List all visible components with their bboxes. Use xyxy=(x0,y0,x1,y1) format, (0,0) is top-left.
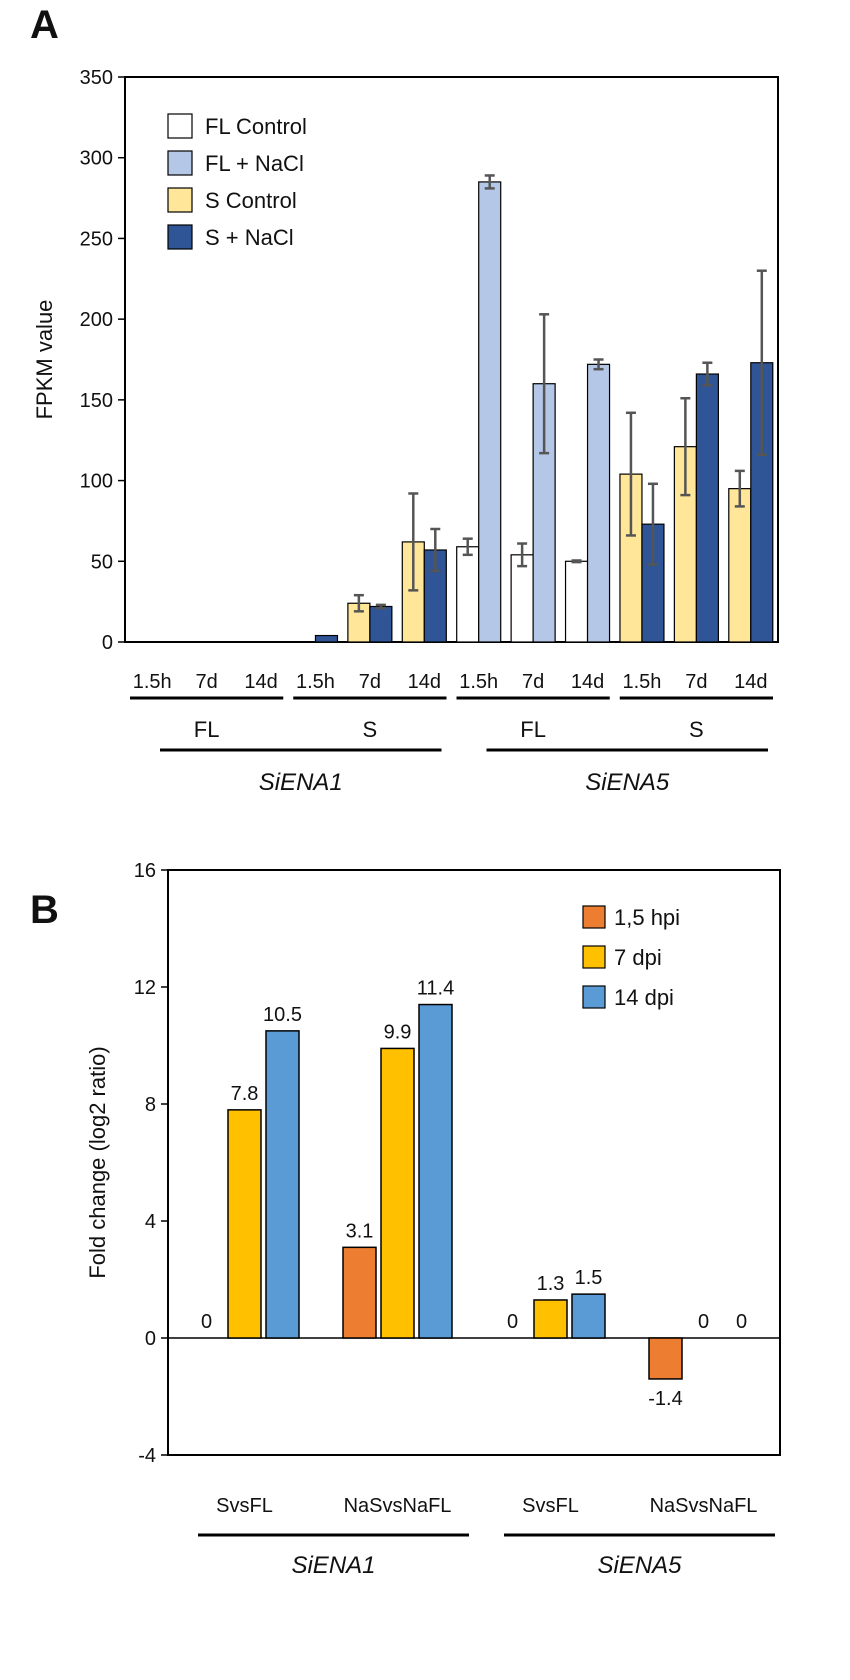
bar-a xyxy=(369,605,393,643)
legend-label-a: FL + NaCl xyxy=(205,151,304,176)
legend-label-a: FL Control xyxy=(205,114,307,139)
y-tick-label-a: 150 xyxy=(80,390,113,412)
x-category-label-a: 7d xyxy=(196,671,218,693)
data-label-b: 3.1 xyxy=(346,1220,374,1242)
data-label-b: 1.5 xyxy=(575,1267,603,1289)
bar-b xyxy=(533,1299,568,1339)
gene-label-b: SiENA5 xyxy=(597,1552,682,1579)
group-label-a: S xyxy=(363,717,378,742)
bar-a xyxy=(314,634,339,643)
x-category-label-b: NaSvsNaFL xyxy=(344,1495,452,1517)
x-category-label-a: 1.5h xyxy=(622,671,661,693)
bar-a xyxy=(510,554,534,643)
gene-label-a: SiENA5 xyxy=(585,769,670,796)
group-label-a: S xyxy=(689,717,704,742)
bar-b xyxy=(265,1030,300,1339)
plot-frame-a xyxy=(124,76,779,643)
bar-b xyxy=(227,1109,262,1339)
x-category-label-a: 7d xyxy=(359,671,381,693)
bar-a xyxy=(478,181,502,643)
legend-swatch-a xyxy=(167,113,193,139)
y-tick-label-a: 50 xyxy=(91,551,113,573)
data-label-b: 10.5 xyxy=(263,1004,302,1026)
y-tick-label-a: 350 xyxy=(80,67,113,89)
data-label-b: -1.4 xyxy=(648,1388,682,1410)
data-label-b: 0 xyxy=(736,1311,747,1333)
y-tick-label-b: 8 xyxy=(145,1094,156,1116)
chart-a: 0 50 100 150 200 250 300 350 FPKM value 1.5h 7d 14d… xyxy=(32,67,779,796)
legend-swatch-b xyxy=(582,985,606,1009)
panel-b-letter: B xyxy=(30,888,59,932)
legend-label-b: 1,5 hpi xyxy=(614,905,680,930)
legend-swatch-b xyxy=(582,945,606,969)
x-category-label-a: 1.5h xyxy=(296,671,335,693)
data-label-b: 1.3 xyxy=(537,1273,565,1295)
gene-label-a: SiENA1 xyxy=(259,769,343,796)
x-category-label-a: 1.5h xyxy=(459,671,498,693)
group-label-a: FL xyxy=(194,717,220,742)
y-tick-label-b: 4 xyxy=(145,1211,156,1233)
group-label-a: FL xyxy=(520,717,546,742)
data-label-b: 0 xyxy=(201,1311,212,1333)
data-label-b: 7.8 xyxy=(231,1083,259,1105)
y-tick-label-b: 12 xyxy=(134,977,156,999)
plot-frame-b xyxy=(167,869,781,1456)
bar-b xyxy=(571,1293,606,1339)
legend-label-b: 14 dpi xyxy=(614,985,674,1010)
y-tick-label-a: 200 xyxy=(80,309,113,331)
y-axis-title-b: Fold change (log2 ratio) xyxy=(85,1046,110,1278)
x-category-label-a: 1.5h xyxy=(133,671,172,693)
x-category-label-b: SvsFL xyxy=(216,1495,273,1517)
y-tick-label-b: -4 xyxy=(138,1445,156,1467)
y-tick-label-a: 250 xyxy=(80,228,113,250)
x-category-label-a: 14d xyxy=(244,671,277,693)
legend-label-a: S Control xyxy=(205,188,297,213)
y-tick-label-b: 0 xyxy=(145,1328,156,1350)
y-tick-label-a: 300 xyxy=(80,148,113,170)
bar-b xyxy=(648,1337,683,1380)
data-label-b: 9.9 xyxy=(384,1021,412,1043)
bar-a xyxy=(586,363,611,643)
chart-b: -4 0 4 8 12 16 Fold change (log2 ratio) 0 7.8 10.… xyxy=(85,860,781,1579)
x-category-label-b: NaSvsNaFL xyxy=(650,1495,758,1517)
x-category-label-a: 14d xyxy=(734,671,767,693)
legend-swatch-a xyxy=(167,187,193,213)
legend-swatch-a xyxy=(167,150,193,176)
x-category-label-a: 7d xyxy=(685,671,707,693)
data-label-b: 0 xyxy=(698,1311,709,1333)
legend-swatch-b xyxy=(582,905,606,929)
y-tick-label-a: 100 xyxy=(80,471,113,493)
bar-a xyxy=(456,546,480,643)
legend-label-a: S + NaCl xyxy=(205,225,294,250)
y-axis-title-a: FPKM value xyxy=(32,300,57,420)
legend-label-b: 7 dpi xyxy=(614,945,662,970)
bar-a xyxy=(695,373,719,643)
bar-b xyxy=(380,1047,415,1339)
bar-a xyxy=(728,488,752,643)
bar-a xyxy=(564,560,589,643)
legend-swatch-a xyxy=(167,224,193,250)
x-category-label-a: 7d xyxy=(522,671,544,693)
bar-b xyxy=(418,1003,453,1339)
y-tick-label-a: 0 xyxy=(102,632,113,654)
x-category-label-a: 14d xyxy=(571,671,604,693)
panel-a-letter: A xyxy=(30,3,59,47)
gene-label-b: SiENA1 xyxy=(291,1552,375,1579)
x-category-label-a: 14d xyxy=(408,671,441,693)
y-tick-label-b: 16 xyxy=(134,860,156,882)
data-label-b: 11.4 xyxy=(417,978,454,1000)
bar-b xyxy=(342,1246,377,1339)
data-label-b: 0 xyxy=(507,1311,518,1333)
x-category-label-b: SvsFL xyxy=(522,1495,579,1517)
